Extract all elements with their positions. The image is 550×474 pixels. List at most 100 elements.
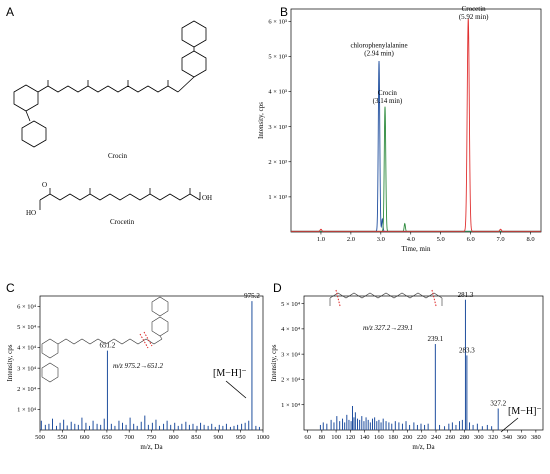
mrm-transition: m/z 327.2→239.1 bbox=[363, 324, 413, 332]
crocin-cleavage-marks bbox=[139, 331, 153, 349]
crocetin-oh-label: OH bbox=[202, 194, 212, 202]
mrm-transition: m/z 975.2→651.2 bbox=[113, 362, 163, 370]
ion-pointer-line bbox=[500, 417, 519, 433]
x-tick-label: 280 bbox=[460, 434, 470, 441]
x-tick-label: 950 bbox=[236, 434, 246, 441]
x-tick-label: 80 bbox=[319, 434, 326, 441]
ms-spectrum-crocin-panel: 500 550 600 650 700 750 800 850 900 950 1000 1 × 10… bbox=[6, 292, 270, 451]
y-tick-label: 1 × 10³ bbox=[268, 194, 287, 201]
x-tick-label: 1000 bbox=[257, 434, 270, 441]
peak-annotation: (5.92 min) bbox=[459, 13, 489, 21]
y-tick-label: 1 × 10⁴ bbox=[281, 402, 301, 409]
crocetin-structure bbox=[39, 188, 201, 210]
y-tick-label: 3 × 10⁴ bbox=[281, 351, 301, 358]
y-tick-label: 5 × 10³ bbox=[268, 54, 287, 61]
x-tick-label: 900 bbox=[214, 434, 224, 441]
crocetin-o-label: O bbox=[42, 181, 47, 189]
y-tick-label: 2 × 10⁴ bbox=[281, 377, 301, 384]
plot-frame bbox=[303, 295, 544, 431]
chromatogram-trace-0 bbox=[291, 60, 541, 232]
y-axis-label: Intensity, cps bbox=[257, 102, 265, 139]
y-axis-label: Intensity, cps bbox=[6, 344, 14, 381]
peak-annotation: Crocin bbox=[378, 89, 398, 97]
y-tick-label: 4 × 10⁴ bbox=[17, 345, 37, 352]
x-tick-label: 800 bbox=[169, 434, 179, 441]
x-tick-label: 380 bbox=[531, 434, 541, 441]
crocetin-name: Crocetin bbox=[110, 218, 135, 226]
x-axis-label: m/z, Da bbox=[140, 443, 163, 451]
chromatogram-trace-2 bbox=[291, 18, 541, 232]
x-tick-label: 180 bbox=[388, 434, 398, 441]
y-tick-label: 6 × 10³ bbox=[268, 18, 287, 25]
x-axis-label: m/z, Da bbox=[412, 443, 435, 451]
peak-label: 651.2 bbox=[100, 342, 116, 350]
crocetin-cleavage-marks bbox=[335, 289, 437, 307]
x-tick-label: 100 bbox=[331, 434, 341, 441]
x-tick-label: 200 bbox=[403, 434, 413, 441]
x-tick-label: 600 bbox=[80, 434, 90, 441]
x-tick-label: 300 bbox=[474, 434, 484, 441]
peak-label: 283.3 bbox=[459, 346, 475, 354]
crocin-ring-left-top bbox=[13, 84, 39, 112]
ms-spectrum-crocetin-panel: 60 80 100 120 140 160 180 200 220 240 260 280 300 320… bbox=[270, 291, 544, 451]
crocetin-ho-label: HO bbox=[26, 209, 36, 217]
peak-annotation: Crocetin bbox=[462, 5, 487, 13]
crocin-ring-left-bottom bbox=[21, 120, 47, 148]
chromatogram-trace-1 bbox=[291, 106, 541, 232]
crocin-ring-right-bottom bbox=[181, 50, 207, 78]
x-tick-label: 120 bbox=[345, 434, 355, 441]
y-axis-label: Intensity, cps bbox=[270, 344, 278, 381]
panel-label-b: B bbox=[280, 5, 288, 19]
y-tick-label: 1 × 10⁴ bbox=[17, 407, 37, 414]
x-tick-label: 3.0 bbox=[377, 236, 385, 243]
y-tick-label: 2 × 10³ bbox=[268, 159, 287, 166]
ion-label: [M−H]⁻ bbox=[508, 406, 542, 417]
peak-label: 327.2 bbox=[490, 400, 506, 408]
x-tick-label: 8.0 bbox=[526, 236, 534, 243]
x-tick-label: 60 bbox=[304, 434, 311, 441]
x-axis-label: Time, min bbox=[402, 245, 431, 253]
peak-annotation: (2.94 min) bbox=[364, 50, 394, 58]
peak-annotation: chlorophenylalanine bbox=[350, 42, 407, 50]
panel-label-c: C bbox=[6, 281, 15, 295]
y-tick-label: 4 × 10⁴ bbox=[281, 326, 301, 333]
panel-label-a: A bbox=[6, 5, 14, 19]
crocin-polyene-chain bbox=[37, 85, 179, 93]
x-tick-label: 2.0 bbox=[347, 236, 355, 243]
x-tick-label: 550 bbox=[57, 434, 67, 441]
y-tick-label: 2 × 10⁴ bbox=[17, 386, 37, 393]
x-tick-label: 140 bbox=[360, 434, 370, 441]
x-tick-label: 700 bbox=[124, 434, 134, 441]
y-tick-label: 5 × 10⁴ bbox=[17, 324, 37, 331]
peak-label: 239.1 bbox=[427, 335, 443, 343]
x-tick-label: 5.0 bbox=[437, 236, 445, 243]
x-tick-label: 360 bbox=[517, 434, 527, 441]
x-tick-label: 6.0 bbox=[467, 236, 475, 243]
x-tick-label: 850 bbox=[191, 434, 201, 441]
x-tick-label: 7.0 bbox=[497, 236, 505, 243]
x-tick-label: 750 bbox=[147, 434, 157, 441]
y-tick-label: 3 × 10⁴ bbox=[17, 365, 37, 372]
crocetin-polyene-chain bbox=[39, 193, 201, 201]
crocin-structure bbox=[13, 20, 207, 148]
crocetin-fragment-structure bbox=[329, 292, 443, 306]
crocin-fragment-structure bbox=[41, 296, 169, 383]
y-tick-label: 6 × 10⁴ bbox=[17, 304, 37, 311]
x-tick-label: 160 bbox=[374, 434, 384, 441]
crocin-name: Crocin bbox=[108, 152, 128, 160]
x-tick-label: 240 bbox=[431, 434, 441, 441]
y-tick-label: 4 × 10³ bbox=[268, 89, 287, 96]
ion-pointer-line bbox=[225, 380, 247, 399]
x-tick-label: 340 bbox=[502, 434, 512, 441]
x-tick-label: 260 bbox=[445, 434, 455, 441]
panel-label-d: D bbox=[273, 281, 282, 295]
peak-annotation: (3.14 min) bbox=[373, 97, 403, 105]
peak-label: 281.3 bbox=[458, 291, 474, 299]
x-tick-label: 1.0 bbox=[317, 236, 325, 243]
x-tick-label: 4.0 bbox=[407, 236, 415, 243]
peak-label: 975.2 bbox=[244, 292, 260, 300]
y-tick-label: 5 × 10⁴ bbox=[281, 301, 301, 308]
x-tick-label: 220 bbox=[417, 434, 427, 441]
x-tick-label: 500 bbox=[35, 434, 45, 441]
